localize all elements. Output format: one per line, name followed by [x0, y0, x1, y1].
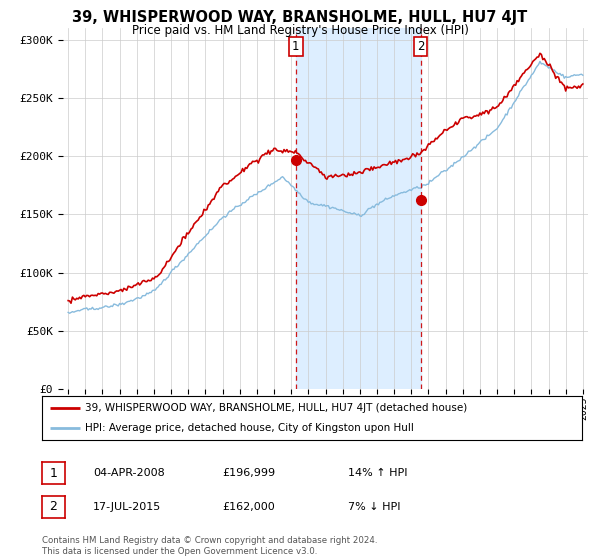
Bar: [296, 28, 421, 389]
Text: HPI: Average price, detached house, City of Kingston upon Hull: HPI: Average price, detached house, City…: [85, 423, 414, 433]
Text: 7% ↓ HPI: 7% ↓ HPI: [348, 502, 401, 512]
Text: 2: 2: [417, 40, 424, 53]
Text: 39, WHISPERWOOD WAY, BRANSHOLME, HULL, HU7 4JT: 39, WHISPERWOOD WAY, BRANSHOLME, HULL, H…: [73, 10, 527, 25]
Text: Price paid vs. HM Land Registry's House Price Index (HPI): Price paid vs. HM Land Registry's House …: [131, 24, 469, 36]
Text: Contains HM Land Registry data © Crown copyright and database right 2024.
This d: Contains HM Land Registry data © Crown c…: [42, 536, 377, 556]
Text: 04-APR-2008: 04-APR-2008: [93, 468, 165, 478]
Text: 1: 1: [49, 466, 58, 480]
Text: 39, WHISPERWOOD WAY, BRANSHOLME, HULL, HU7 4JT (detached house): 39, WHISPERWOOD WAY, BRANSHOLME, HULL, H…: [85, 403, 467, 413]
Text: 14% ↑ HPI: 14% ↑ HPI: [348, 468, 407, 478]
Text: £162,000: £162,000: [222, 502, 275, 512]
Text: £196,999: £196,999: [222, 468, 275, 478]
Text: 1: 1: [292, 40, 299, 53]
Text: 2: 2: [49, 500, 58, 514]
Text: 17-JUL-2015: 17-JUL-2015: [93, 502, 161, 512]
